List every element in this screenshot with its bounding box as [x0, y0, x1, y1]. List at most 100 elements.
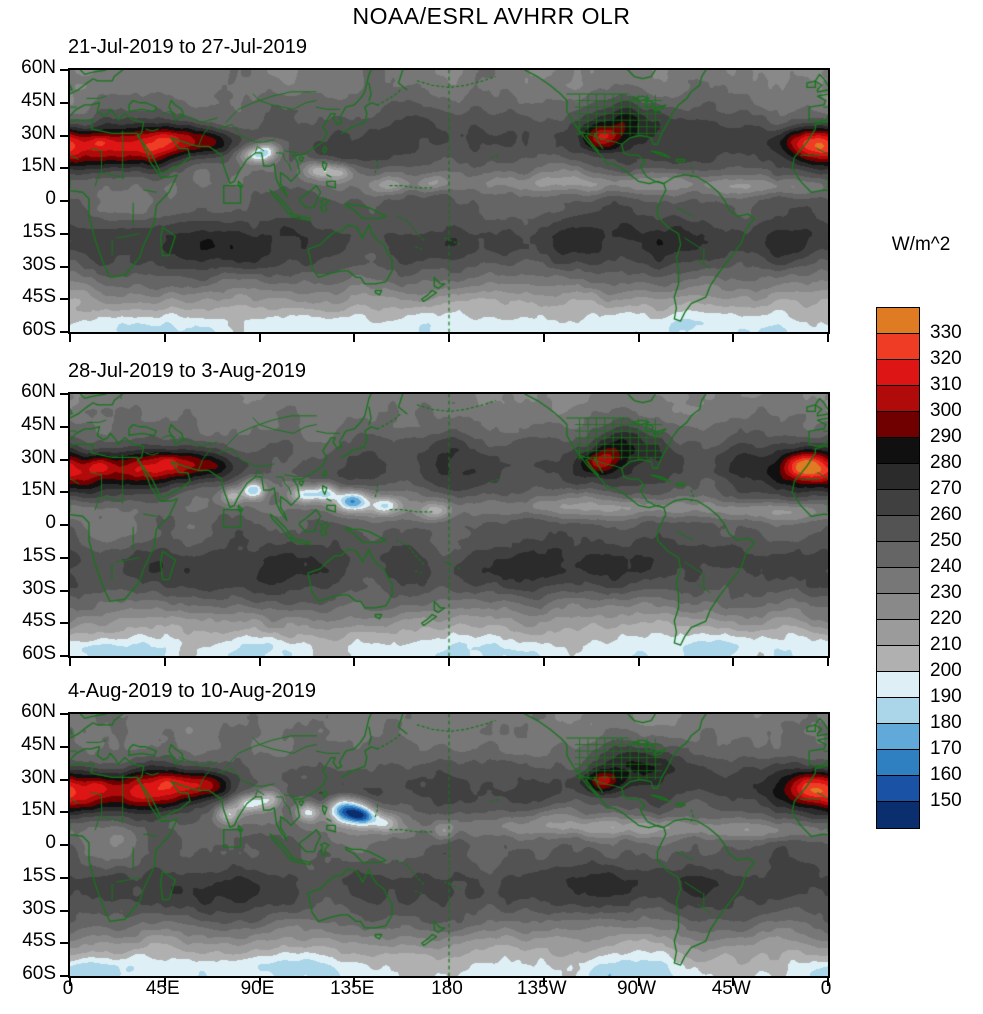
colorbar-tick-label: 240	[930, 556, 962, 577]
lat-tick-label: 45N	[21, 733, 56, 755]
lat-tick-label: 15N	[21, 799, 56, 821]
lat-tick-label: 15N	[21, 479, 56, 501]
lat-tick-label: 15N	[21, 155, 56, 177]
lon-tick-label: 135W	[516, 978, 567, 999]
lon-tick-mark	[637, 334, 640, 342]
lat-tick-mark	[60, 556, 68, 559]
lat-tick-label: 30N	[21, 766, 56, 788]
colorbar-tick-label: 270	[930, 478, 962, 499]
lat-tick-label: 0	[45, 188, 56, 209]
colorbar-swatch	[877, 334, 919, 360]
lon-tick-mark	[827, 658, 829, 666]
colorbar-tick-label: 150	[930, 790, 962, 811]
lat-tick-mark	[60, 622, 68, 625]
lat-tick-label: 0	[45, 512, 56, 533]
lat-tick-mark	[60, 298, 68, 301]
lat-tick-mark	[60, 655, 68, 657]
lat-tick-label: 30S	[22, 253, 56, 275]
colorbar-swatch	[877, 464, 919, 490]
colorbar-tick-label: 250	[930, 530, 962, 551]
olr-map-canvas-week3	[70, 714, 828, 976]
colorbar-swatch	[877, 750, 919, 776]
lon-tick-mark	[353, 334, 356, 342]
lon-tick-mark	[827, 978, 829, 986]
lat-tick-mark	[60, 524, 68, 526]
lat-tick-label: 15S	[22, 220, 56, 242]
lat-tick-label: 45S	[22, 610, 56, 632]
lon-tick-label: 180	[431, 978, 463, 999]
lat-tick-mark	[60, 425, 68, 428]
lon-tick-label: 0	[62, 978, 74, 999]
map-panel-1	[60, 68, 830, 342]
lat-tick-label: 60N	[21, 701, 56, 722]
lon-tick-mark	[258, 658, 261, 666]
lat-tick-mark	[60, 265, 68, 268]
lat-tick-label: 45N	[21, 413, 56, 435]
map-panel-3	[60, 712, 830, 986]
lat-tick-mark	[60, 844, 68, 846]
lat-tick-label: 15S	[22, 864, 56, 886]
lon-tick-mark	[258, 334, 261, 342]
lat-tick-mark	[60, 876, 68, 879]
lat-tick-label: 60S	[22, 319, 56, 340]
lat-tick-label: 60S	[22, 963, 56, 984]
panel-2-subtitle: 28-Jul-2019 to 3-Aug-2019	[68, 360, 306, 382]
lat-tick-mark	[60, 458, 68, 461]
lon-tick-label: 0	[820, 978, 832, 999]
colorbar-tick-label: 160	[930, 764, 962, 785]
lat-tick-mark	[60, 975, 68, 977]
lat-tick-label: 45N	[21, 89, 56, 111]
lon-tick-mark	[542, 658, 545, 666]
colorbar-swatch	[877, 412, 919, 438]
lat-tick-mark	[60, 909, 68, 912]
lon-tick-mark	[353, 658, 356, 666]
lon-tick-label: 135E	[330, 978, 375, 999]
colorbar-swatch	[877, 594, 919, 620]
lat-tick-label: 0	[45, 832, 56, 853]
colorbar-tick-label: 170	[930, 738, 962, 759]
colorbar-tick-label: 260	[930, 504, 962, 525]
lon-tick-mark	[732, 978, 735, 986]
lat-tick-mark	[60, 101, 68, 104]
lat-tick-mark	[60, 200, 68, 202]
colorbar-tick-label: 220	[930, 608, 962, 629]
colorbar-swatch	[877, 568, 919, 594]
lon-tick-mark	[732, 334, 735, 342]
colorbar	[876, 307, 920, 829]
colorbar-swatch	[877, 698, 919, 724]
colorbar-tick-label: 310	[930, 374, 962, 395]
colorbar-unit-label: W/m^2	[891, 234, 951, 255]
lat-tick-label: 60N	[21, 381, 56, 402]
lat-tick-mark	[60, 811, 68, 814]
lat-tick-mark	[60, 134, 68, 137]
map-panel-2	[60, 392, 830, 666]
lon-tick-label: 90E	[240, 978, 275, 999]
colorbar-swatch	[877, 620, 919, 646]
lat-tick-mark	[60, 491, 68, 494]
lon-tick-label: 45W	[711, 978, 751, 999]
lon-tick-mark	[258, 978, 261, 986]
lon-tick-mark	[69, 978, 71, 986]
colorbar-swatch	[877, 672, 919, 698]
lon-tick-mark	[827, 334, 829, 342]
colorbar-swatch	[877, 438, 919, 464]
colorbar-swatch	[877, 360, 919, 386]
colorbar-tick-label: 190	[930, 686, 962, 707]
panel-3-subtitle: 4-Aug-2019 to 10-Aug-2019	[68, 680, 316, 702]
lon-tick-mark	[163, 978, 166, 986]
lon-tick-mark	[448, 334, 450, 342]
lat-tick-mark	[60, 589, 68, 592]
colorbar-swatch	[877, 724, 919, 750]
lon-tick-mark	[69, 334, 71, 342]
colorbar-swatch	[877, 516, 919, 542]
lon-tick-mark	[637, 658, 640, 666]
lon-tick-label: 45E	[145, 978, 180, 999]
lat-tick-mark	[60, 942, 68, 945]
lat-tick-mark	[60, 331, 68, 333]
colorbar-tick-label: 290	[930, 426, 962, 447]
lon-tick-label: 90W	[616, 978, 657, 999]
lat-tick-label: 30N	[21, 446, 56, 468]
olr-map-canvas-week1	[70, 70, 828, 332]
lon-tick-mark	[542, 978, 545, 986]
lat-tick-label: 45S	[22, 286, 56, 308]
